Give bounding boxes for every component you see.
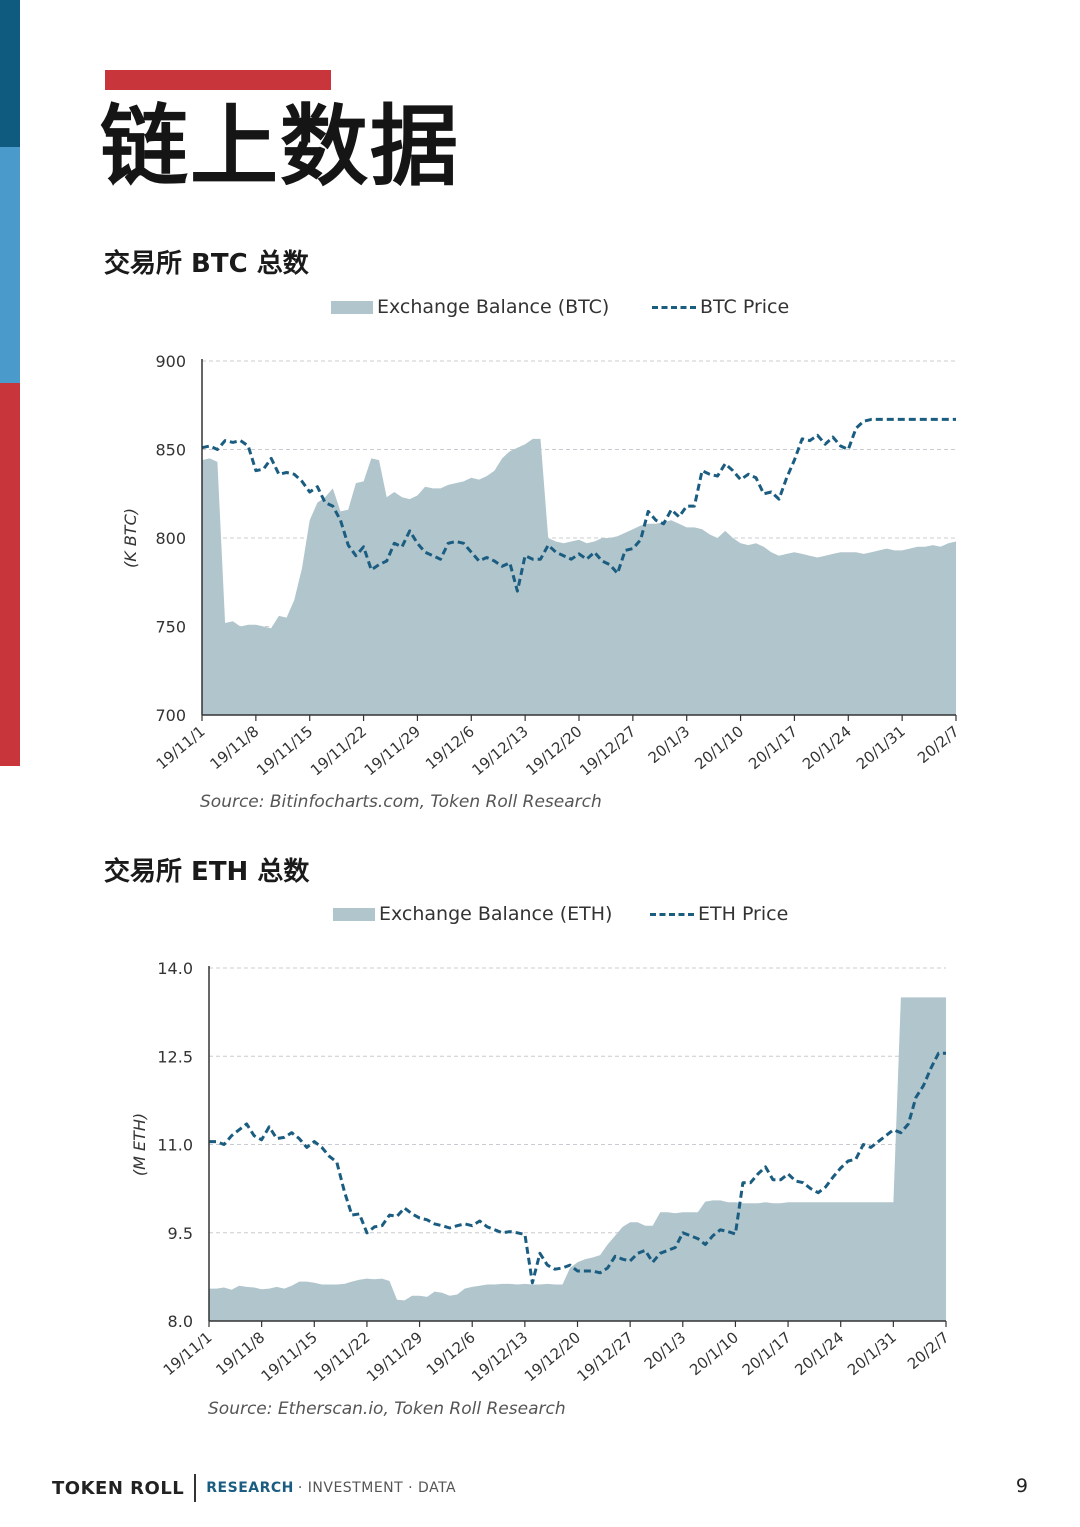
y-tick-label: 700 bbox=[155, 706, 186, 725]
x-tick-label: 19/11/1 bbox=[160, 1328, 216, 1379]
x-tick-label: 19/11/29 bbox=[363, 1328, 426, 1385]
btc-legend-balance: Exchange Balance (BTC) bbox=[331, 296, 609, 318]
page-number: 9 bbox=[1015, 1475, 1028, 1497]
x-tick-label: 20/1/10 bbox=[691, 722, 747, 773]
btc-chart-title: 交易所 BTC 总数 bbox=[104, 249, 309, 279]
eth-legend-price: ETH Price bbox=[650, 903, 788, 925]
btc-chart: 70075080085090019/11/119/11/819/11/1519/… bbox=[121, 352, 963, 779]
footer-tag-research: RESEARCH bbox=[206, 1480, 294, 1496]
y-tick-label: 800 bbox=[155, 529, 186, 548]
x-tick-label: 19/11/15 bbox=[253, 722, 316, 779]
x-tick-label: 19/11/29 bbox=[361, 722, 424, 779]
x-tick-label: 19/12/20 bbox=[521, 1328, 584, 1385]
legend-dashed-line-swatch bbox=[652, 305, 696, 309]
eth-legend: Exchange Balance (ETH) ETH Price bbox=[0, 899, 1080, 929]
x-tick-label: 20/1/24 bbox=[799, 722, 855, 773]
legend-dashed-line-swatch bbox=[650, 912, 694, 916]
x-tick-label: 20/1/31 bbox=[853, 722, 909, 773]
y-tick-label: 850 bbox=[155, 441, 186, 460]
x-tick-label: 19/11/22 bbox=[307, 722, 370, 779]
x-tick-label: 20/2/7 bbox=[914, 722, 963, 767]
btc-legend: Exchange Balance (BTC) BTC Price bbox=[0, 292, 1080, 322]
x-tick-label: 20/1/17 bbox=[739, 1328, 795, 1379]
balance-area-series bbox=[202, 438, 956, 715]
y-tick-label: 900 bbox=[155, 352, 186, 371]
x-tick-label: 20/1/24 bbox=[791, 1328, 847, 1379]
y-axis-label: (M ETH) bbox=[130, 1113, 149, 1176]
footer-tag-rest: · INVESTMENT · DATA bbox=[297, 1480, 457, 1496]
btc-legend-price-label: BTC Price bbox=[700, 296, 790, 318]
y-tick-label: 8.0 bbox=[168, 1312, 193, 1331]
x-tick-label: 19/11/1 bbox=[153, 722, 209, 773]
balance-area-series bbox=[209, 997, 946, 1321]
x-tick-label: 19/11/22 bbox=[310, 1328, 373, 1385]
title-accent-bar bbox=[105, 70, 331, 90]
side-band-dark-blue bbox=[0, 0, 20, 147]
y-tick-label: 750 bbox=[155, 618, 186, 637]
eth-chart-source: Source: Etherscan.io, Token Roll Researc… bbox=[208, 1399, 566, 1419]
legend-area-swatch bbox=[333, 907, 375, 921]
side-band-light-blue bbox=[0, 147, 20, 383]
eth-legend-balance-label: Exchange Balance (ETH) bbox=[379, 903, 613, 925]
legend-area-swatch bbox=[331, 300, 373, 314]
y-tick-label: 14.0 bbox=[157, 959, 193, 978]
x-tick-label: 20/1/3 bbox=[641, 1328, 690, 1373]
footer-brand: TOKEN ROLL bbox=[52, 1477, 185, 1499]
y-tick-label: 12.5 bbox=[157, 1047, 193, 1066]
x-tick-label: 20/1/10 bbox=[686, 1328, 742, 1379]
price-line-series bbox=[209, 1051, 946, 1285]
btc-legend-balance-label: Exchange Balance (BTC) bbox=[377, 296, 610, 318]
eth-chart: 8.09.511.012.514.019/11/119/11/819/11/15… bbox=[130, 959, 953, 1385]
y-axis-label: (K BTC) bbox=[121, 508, 140, 568]
page-title: 链上数据 bbox=[100, 95, 461, 198]
x-tick-label: 19/12/13 bbox=[469, 722, 532, 779]
x-tick-label: 19/12/27 bbox=[574, 1328, 637, 1385]
x-tick-label: 19/12/20 bbox=[522, 722, 585, 779]
y-tick-label: 11.0 bbox=[157, 1136, 193, 1155]
eth-legend-balance: Exchange Balance (ETH) bbox=[333, 903, 612, 925]
btc-legend-price: BTC Price bbox=[652, 296, 789, 318]
x-tick-label: 20/1/17 bbox=[745, 722, 801, 773]
price-line-series bbox=[201, 417, 956, 593]
btc-chart-source: Source: Bitinfocharts.com, Token Roll Re… bbox=[200, 792, 602, 812]
x-tick-label: 19/12/13 bbox=[468, 1328, 531, 1385]
y-tick-label: 9.5 bbox=[168, 1224, 193, 1243]
footer-divider bbox=[194, 1474, 197, 1502]
x-tick-label: 20/1/31 bbox=[844, 1328, 900, 1379]
x-tick-label: 20/1/3 bbox=[645, 722, 694, 767]
eth-legend-price-label: ETH Price bbox=[698, 903, 789, 925]
eth-chart-title: 交易所 ETH 总数 bbox=[104, 857, 310, 887]
footer: TOKEN ROLL RESEARCH · INVESTMENT · DATA bbox=[52, 1472, 456, 1504]
side-band-red bbox=[0, 383, 20, 766]
x-tick-label: 19/11/15 bbox=[258, 1328, 321, 1385]
x-tick-label: 19/12/27 bbox=[576, 722, 639, 779]
x-tick-label: 20/2/7 bbox=[904, 1328, 953, 1373]
